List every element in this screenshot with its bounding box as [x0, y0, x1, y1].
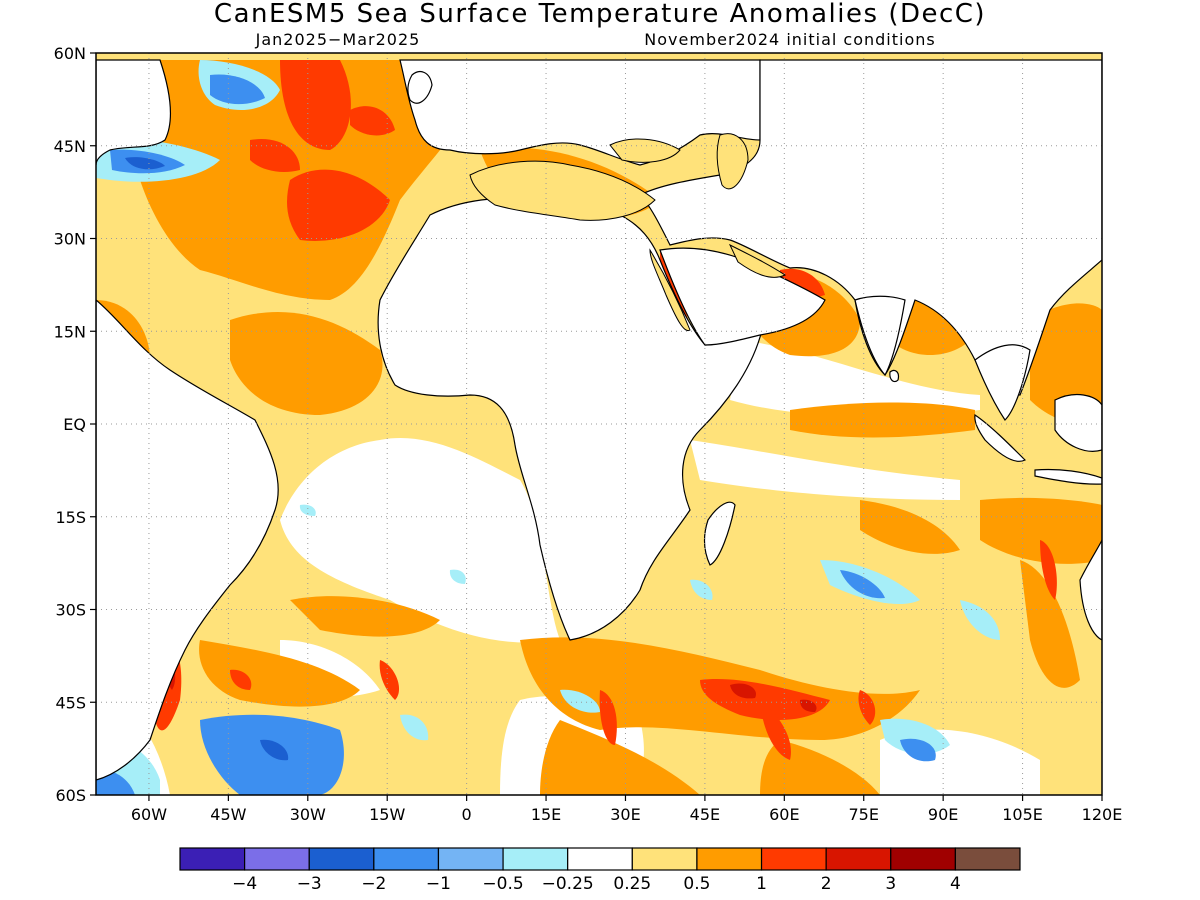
initial-conditions: November2024 initial conditions	[644, 30, 935, 49]
lon-tick-label: 90E	[928, 805, 958, 824]
colorbar-label: 1	[756, 874, 767, 894]
lon-tick-label: 45E	[690, 805, 720, 824]
colorbar-swatch	[567, 847, 633, 871]
caspian-sea	[716, 133, 749, 190]
south-america-landmass	[96, 299, 279, 781]
lat-tick-label: 15N	[54, 322, 86, 341]
colorbar-swatch	[890, 847, 956, 871]
latitude-axis: 60N 45N 30N 15N EQ 15S 30S 45S 60S	[54, 44, 96, 805]
lat-tick-label: 30S	[55, 601, 86, 620]
indian-subcontinent	[854, 295, 906, 377]
colorbar-label: 0.25	[613, 874, 651, 894]
colorbar-swatch	[954, 847, 1021, 871]
red-sea	[649, 248, 691, 332]
figure-title: CanESM5 Sea Surface Temperature Anomalie…	[214, 0, 986, 29]
colorbar-swatch	[373, 847, 440, 871]
colorbar-swatch	[825, 847, 892, 871]
lat-tick-label: 15S	[55, 508, 86, 527]
lat-tick-label: 60N	[54, 44, 86, 63]
inland-seas	[469, 133, 787, 332]
lon-tick-label: 15E	[531, 805, 561, 824]
colorbar-label: 0.5	[683, 874, 710, 894]
map-gridlines	[96, 53, 1102, 795]
sumatra	[974, 413, 1027, 462]
land-masses	[96, 59, 1102, 781]
lat-tick-label: EQ	[63, 415, 86, 434]
colorbar: −4 −3 −2 −1 −0.5 −0.25 0.25 0.5 1 2 3 4	[179, 847, 1021, 894]
forecast-period: Jan2025−Mar2025	[255, 30, 421, 49]
lon-tick-label: 75E	[849, 805, 879, 824]
colorbar-label: −2	[361, 874, 386, 894]
colorbar-label: 3	[885, 874, 896, 894]
colorbar-label: −3	[297, 874, 322, 894]
sri-lanka	[889, 369, 900, 383]
lon-tick-label: 105E	[1002, 805, 1043, 824]
lat-tick-label: 45N	[54, 137, 86, 156]
colorbar-label: 4	[950, 874, 961, 894]
lon-tick-label: 30E	[610, 805, 640, 824]
colorbar-swatch	[308, 847, 375, 871]
colorbar-swatch	[179, 847, 246, 871]
colorbar-label: −4	[232, 874, 257, 894]
longitude-axis: 60W 45W 30W 15W 0 15E 30E 45E 60E 75E 90E 105E 120E	[131, 795, 1122, 824]
colorbar-swatch	[244, 847, 310, 871]
mediterranean-sea	[469, 160, 656, 221]
australia-edge	[1079, 539, 1102, 641]
java	[1034, 468, 1102, 485]
great-britain	[407, 71, 433, 104]
lat-tick-label: 30N	[54, 230, 86, 249]
persian-gulf	[728, 243, 787, 278]
colorbar-label: −0.5	[482, 874, 523, 894]
lat-tick-label: 45S	[55, 693, 86, 712]
lon-tick-label: 30W	[290, 805, 326, 824]
black-sea	[609, 138, 681, 163]
lat-tick-label: 60S	[55, 786, 86, 805]
lon-tick-label: 45W	[210, 805, 246, 824]
southeast-asia-peninsula	[974, 344, 1031, 421]
borneo	[1054, 393, 1102, 452]
map-panel	[96, 53, 1102, 795]
lon-tick-label: 0	[462, 805, 472, 824]
lon-tick-label: 15W	[369, 805, 405, 824]
colorbar-swatch	[631, 847, 698, 871]
lon-tick-label: 120E	[1082, 805, 1123, 824]
colorbar-swatch	[502, 847, 569, 871]
lon-tick-label: 60W	[131, 805, 167, 824]
europe-landmass	[399, 59, 761, 166]
colorbar-swatch	[437, 847, 504, 871]
colorbar-label: −0.25	[542, 874, 594, 894]
colorbar-swatch	[760, 847, 827, 871]
colorbar-label: −1	[426, 874, 451, 894]
lon-tick-label: 60E	[769, 805, 799, 824]
colorbar-swatch	[696, 847, 763, 871]
colorbar-label: 2	[821, 874, 832, 894]
